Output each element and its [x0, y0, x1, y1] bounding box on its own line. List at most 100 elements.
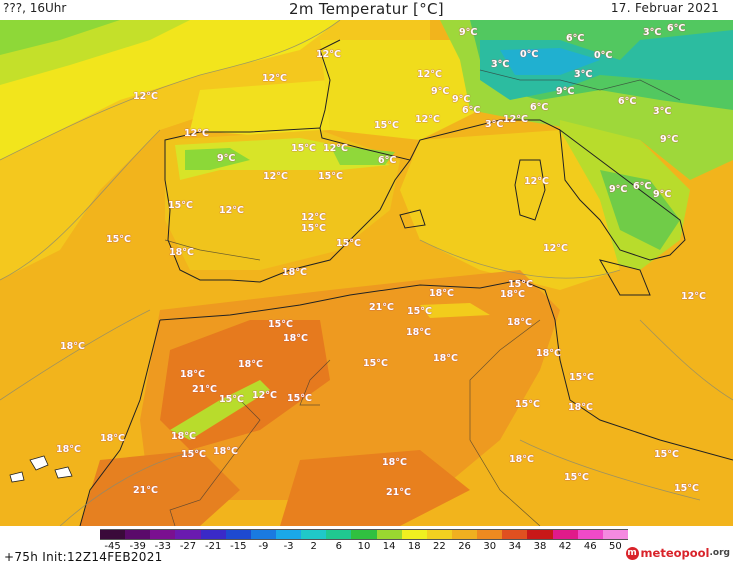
scale-color-segment [577, 529, 604, 540]
temperature-label: 6°C [618, 96, 637, 107]
temperature-label: 18°C [500, 289, 525, 300]
scale-color-segment [376, 529, 403, 540]
logo-tld: .org [709, 548, 730, 558]
temperature-label: 12°C [301, 212, 326, 223]
temperature-label: 18°C [171, 431, 196, 442]
scale-tick-label: 26 [458, 541, 471, 552]
temperature-label: 18°C [536, 348, 561, 359]
scale-color-segment [150, 529, 176, 540]
temperature-label: 15°C [336, 238, 361, 249]
temperature-label: 12°C [417, 69, 442, 80]
temperature-label: 15°C [674, 483, 699, 494]
scale-color-segment [276, 529, 302, 540]
scale-color-segment [100, 529, 126, 540]
temperature-label: 12°C [219, 205, 244, 216]
scale-tick-label: 42 [558, 541, 572, 552]
temperature-label: 18°C [282, 267, 307, 278]
scale-color-segment [301, 529, 327, 540]
temperature-label: 15°C [318, 171, 343, 182]
temperature-color-scale [100, 529, 629, 540]
temperature-label: 9°C [556, 86, 575, 97]
temperature-label: 12°C [262, 73, 287, 84]
temperature-map[interactable]: 12°C 12°C 12°C 9°C 6°C 3°C 6°C 0°C 0°C 3°C 3°C 12°C… [0, 20, 733, 526]
temperature-label: 18°C [433, 353, 458, 364]
scale-color-segment [225, 529, 252, 540]
scale-color-segment [125, 529, 151, 540]
temperature-label: 15°C [219, 394, 244, 405]
temperature-label: 15°C [508, 279, 533, 290]
temperature-label: 18°C [283, 333, 308, 344]
temperature-scale-labels: -45 -39 -33 -27 -21 -15 -9 -3 2 6 10 14 18 22 26 30 34 38… [100, 541, 628, 553]
scale-tick-label: -33 [154, 541, 172, 552]
temperature-label: 9°C [452, 94, 471, 105]
scale-color-segment [502, 529, 528, 540]
scale-tick-label: 10 [357, 541, 371, 552]
temperature-label: 9°C [459, 27, 478, 38]
temperature-label: 0°C [520, 49, 539, 60]
temperature-label: 15°C [363, 358, 388, 369]
temperature-label: 18°C [568, 402, 593, 413]
temperature-label: 18°C [56, 444, 81, 455]
model-run-info: +75h Init:12Z14FEB2021 [4, 550, 163, 564]
temperature-label: 18°C [60, 341, 85, 352]
temperature-label: 18°C [238, 359, 263, 370]
scale-tick-label: 22 [433, 541, 446, 552]
temperature-label: 15°C [168, 200, 193, 211]
temperature-label: 15°C [268, 319, 293, 330]
scale-color-segment [602, 529, 629, 540]
temperature-label: 3°C [643, 27, 662, 38]
scale-color-segment [477, 529, 503, 540]
scale-color-segment [250, 529, 277, 540]
temperature-label: 3°C [485, 119, 504, 130]
scale-tick-label: 2 [310, 541, 317, 552]
map-title: 2m Temperatur [°C] [289, 0, 444, 18]
scale-color-segment [175, 529, 202, 540]
temperature-label: 18°C [406, 327, 431, 338]
temperature-label: 12°C [263, 171, 288, 182]
scale-tick-label: 18 [407, 541, 421, 552]
temperature-label: 6°C [530, 102, 549, 113]
temperature-label: 6°C [566, 33, 585, 44]
temperature-label: 12°C [681, 291, 706, 302]
scale-tick-label: -21 [204, 541, 222, 552]
temperature-label: 15°C [407, 306, 432, 317]
scale-tick-label: -45 [104, 541, 121, 552]
temperature-label: 21°C [192, 384, 217, 395]
temperature-label: 18°C [169, 247, 194, 258]
scale-tick-label: 50 [609, 541, 622, 552]
temperature-label: 12°C [323, 143, 348, 154]
scale-tick-label: 34 [508, 541, 522, 552]
temperature-label: 15°C [374, 120, 399, 131]
temperature-label: 12°C [524, 176, 549, 187]
scale-tick-label: 14 [382, 541, 396, 552]
temperature-label: 6°C [378, 155, 397, 166]
temperature-label: 18°C [429, 288, 454, 299]
temperature-label: 12°C [503, 114, 528, 125]
temperature-label: 18°C [382, 457, 407, 468]
scale-color-segment [200, 529, 227, 540]
temperature-label: 15°C [564, 472, 589, 483]
temperature-label: 6°C [462, 105, 481, 116]
temperature-label: 18°C [100, 433, 125, 444]
temperature-label: 15°C [291, 143, 316, 154]
scale-color-segment [527, 529, 554, 540]
map-header: ???, 16Uhr 2m Temperatur [°C] 17. Februa… [0, 0, 733, 20]
map-footer: -45 -39 -33 -27 -21 -15 -9 -3 2 6 10 14 18 22 26 30 34 38… [0, 526, 733, 566]
logo-text: meteopool [640, 546, 710, 560]
temperature-label: 18°C [180, 369, 205, 380]
temperature-label: 6°C [633, 181, 652, 192]
temperature-label: 18°C [507, 317, 532, 328]
temperature-label: 15°C [181, 449, 206, 460]
scale-tick-label: 38 [533, 541, 547, 552]
scale-tick-label: 30 [483, 541, 497, 552]
temperature-label: 15°C [654, 449, 679, 460]
scale-color-segment [351, 529, 378, 540]
temperature-label: 12°C [252, 390, 277, 401]
scale-color-segment [326, 529, 352, 540]
temperature-label: 12°C [133, 91, 158, 102]
temperature-label: 9°C [653, 189, 672, 200]
temperature-label: 12°C [415, 114, 440, 125]
meteopool-logo-icon: m [625, 546, 639, 560]
meteopool-logo[interactable]: m meteopool .org [625, 546, 730, 560]
temperature-label: 21°C [386, 487, 411, 498]
